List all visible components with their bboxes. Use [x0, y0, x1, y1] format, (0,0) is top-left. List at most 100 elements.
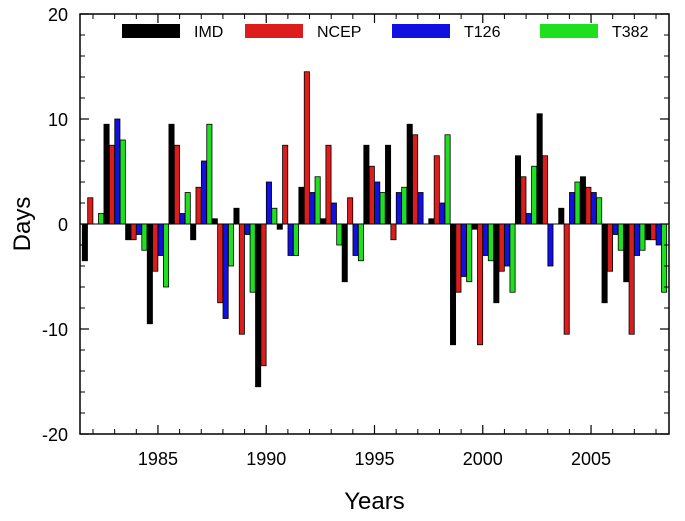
- bar-ncep-1987: [195, 186, 202, 225]
- bar-t126-1996: [395, 192, 402, 225]
- bars-group: [81, 71, 668, 388]
- legend-swatch-t382: [540, 24, 598, 38]
- bar-t126-2006: [612, 223, 619, 235]
- bar-ncep-1997: [412, 134, 419, 225]
- bar-t382-2007: [639, 223, 646, 251]
- bar-imd-1989: [233, 207, 240, 225]
- bar-imd-1982: [81, 223, 88, 262]
- bar-t126-1988: [222, 223, 229, 319]
- bar-imd-2001: [493, 223, 500, 304]
- legend-label-t382: T382: [612, 24, 649, 41]
- bar-imd-2006: [601, 223, 608, 304]
- bar-t382-1987: [206, 123, 213, 225]
- bar-t126-2008: [655, 223, 662, 246]
- bar-t126-1989: [244, 223, 251, 235]
- bar-t382-1988: [228, 223, 235, 267]
- bar-imd-1988: [211, 218, 218, 225]
- bar-ncep-2007: [628, 223, 635, 335]
- bar-t382-2005: [596, 197, 603, 225]
- x-tick-label: 2005: [571, 449, 611, 469]
- bar-t126-2001: [504, 223, 511, 267]
- bar-ncep-1999: [455, 223, 462, 293]
- bar-t382-2004: [574, 181, 581, 225]
- legend-swatch-t126: [392, 24, 450, 38]
- legend-label-imd: IMD: [194, 24, 223, 41]
- x-tick-label: 1990: [246, 449, 286, 469]
- bar-imd-1999: [450, 223, 457, 346]
- bar-imd-1994: [341, 223, 348, 283]
- bar-t382-1984: [141, 223, 148, 251]
- bar-t126-1984: [135, 223, 142, 235]
- legend-label-t126: T126: [464, 24, 501, 41]
- bar-t126-2004: [569, 192, 576, 225]
- bar-t382-1999: [466, 223, 473, 283]
- bar-t382-1982: [98, 213, 105, 225]
- bar-t382-2006: [617, 223, 624, 251]
- bar-imd-1996: [385, 144, 392, 225]
- bar-t382-1991: [292, 223, 299, 256]
- bar-t126-2005: [590, 192, 597, 225]
- bar-ncep-1995: [368, 165, 375, 225]
- bar-ncep-2006: [607, 223, 614, 272]
- bar-ncep-2002: [520, 176, 527, 225]
- bar-ncep-2004: [563, 223, 570, 335]
- bar-imd-1986: [168, 123, 175, 225]
- bar-imd-1995: [363, 144, 370, 225]
- bar-t126-1985: [157, 223, 164, 256]
- y-axis-title: Days: [9, 197, 36, 252]
- bar-ncep-1985: [152, 223, 159, 272]
- bar-t382-1990: [271, 207, 278, 225]
- bar-imd-2005: [579, 176, 586, 225]
- bar-t382-2002: [531, 165, 538, 225]
- x-axis: 1985 1990 1995 2000 2005: [92, 14, 657, 469]
- bar-t126-1991: [287, 223, 294, 256]
- bar-t382-1994: [357, 223, 364, 262]
- bar-imd-1998: [428, 218, 435, 225]
- bar-t126-1994: [352, 223, 359, 256]
- bar-ncep-1992: [303, 71, 310, 225]
- y-axis: -20 -10 0 10 20: [42, 5, 669, 445]
- bar-t382-1989: [249, 223, 256, 293]
- bar-t126-1990: [265, 181, 272, 225]
- bar-imd-1983: [103, 123, 110, 225]
- bar-imd-2007: [623, 223, 630, 283]
- bar-t382-2001: [509, 223, 516, 293]
- y-tick-label: 10: [48, 110, 68, 130]
- bar-t126-1998: [439, 202, 446, 225]
- bar-t126-1993: [330, 202, 337, 225]
- x-tick-label: 1985: [138, 449, 178, 469]
- bar-ncep-1991: [282, 144, 289, 225]
- bar-imd-2008: [644, 223, 651, 241]
- y-tick-label: -10: [42, 320, 68, 340]
- bar-t382-1998: [444, 134, 451, 225]
- bar-imd-1987: [190, 223, 197, 241]
- bar-ncep-2001: [498, 223, 505, 272]
- legend-swatch-ncep: [245, 24, 303, 38]
- y-tick-label: -20: [42, 425, 68, 445]
- bar-t382-1993: [336, 223, 343, 246]
- bar-imd-2002: [514, 155, 521, 225]
- bar-t126-1987: [200, 160, 207, 225]
- bar-ncep-1982: [87, 197, 94, 225]
- bar-t382-2008: [661, 223, 668, 293]
- bar-t126-1997: [417, 192, 424, 225]
- bar-t126-1983: [114, 118, 121, 225]
- bar-t382-1983: [119, 139, 126, 225]
- bar-ncep-1983: [108, 144, 115, 225]
- legend-label-ncep: NCEP: [317, 24, 361, 41]
- bar-ncep-1984: [130, 223, 137, 241]
- bar-ncep-1989: [238, 223, 245, 335]
- bar-ncep-1988: [217, 223, 224, 304]
- bar-imd-1985: [146, 223, 153, 325]
- bar-ncep-1998: [433, 155, 440, 225]
- legend: IMD NCEP T126 T382: [122, 24, 649, 41]
- bar-ncep-1993: [325, 144, 332, 225]
- bar-ncep-2003: [542, 155, 549, 225]
- y-tick-label: 20: [48, 5, 68, 25]
- bar-imd-2003: [536, 113, 543, 225]
- x-axis-title: Years: [344, 488, 405, 515]
- bar-ncep-2000: [477, 223, 484, 346]
- bar-t126-1995: [374, 181, 381, 225]
- bar-ncep-2005: [585, 186, 592, 225]
